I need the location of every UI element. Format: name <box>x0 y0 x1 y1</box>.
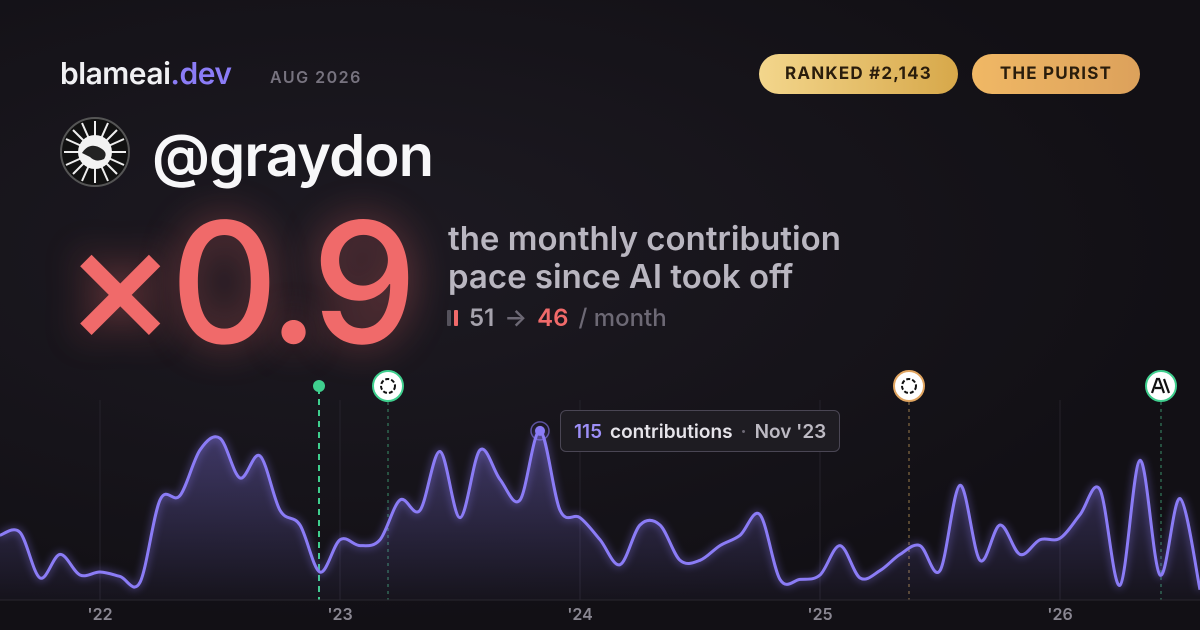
date: AUG 2026 <box>270 67 362 87</box>
pace-before: 51 <box>469 303 495 332</box>
x-tick-label: '26 <box>1047 604 1072 624</box>
persona-badge: THE PURIST <box>972 54 1140 94</box>
hover-point <box>535 425 545 436</box>
brand-name: blameai <box>60 56 171 92</box>
event-glyph <box>901 378 917 394</box>
pace-unit: / month <box>578 303 667 332</box>
event-icon <box>372 370 404 402</box>
x-tick-label: '22 <box>87 604 112 624</box>
tooltip-value: 115 <box>574 419 603 443</box>
handle: @graydon <box>152 120 434 190</box>
rank-badge: RANKED #2,143 <box>759 54 958 94</box>
hover-ring <box>530 421 550 441</box>
event-icon <box>893 370 925 402</box>
x-tick-label: '24 <box>567 604 593 624</box>
area <box>0 430 1200 600</box>
pace: 51 → 46 / month <box>447 303 667 332</box>
brand-suffix: .dev <box>170 56 232 92</box>
events <box>313 370 1177 600</box>
tooltip-date: Nov '23 <box>754 419 827 443</box>
event-glyph <box>1150 377 1171 394</box>
pace-after: 46 <box>537 303 569 332</box>
pace-arrow: → <box>504 303 528 332</box>
pace-icon <box>447 309 458 326</box>
tooltip-label: contributions <box>610 419 733 443</box>
avatar <box>60 117 130 187</box>
multiplier: ×0.9 <box>64 180 417 384</box>
tagline: the monthly contribution <box>448 218 841 258</box>
event-glyph <box>380 378 396 394</box>
tooltip-separator: · <box>740 419 747 443</box>
x-tick-label: '25 <box>807 604 832 624</box>
event-dot <box>313 380 325 392</box>
tagline: pace since AI took off <box>448 256 794 296</box>
brand: blameai.dev <box>60 56 232 92</box>
tooltip: 115 contributions · Nov '23 <box>560 410 841 452</box>
x-tick-label: '23 <box>327 604 352 624</box>
line <box>0 429 1200 591</box>
